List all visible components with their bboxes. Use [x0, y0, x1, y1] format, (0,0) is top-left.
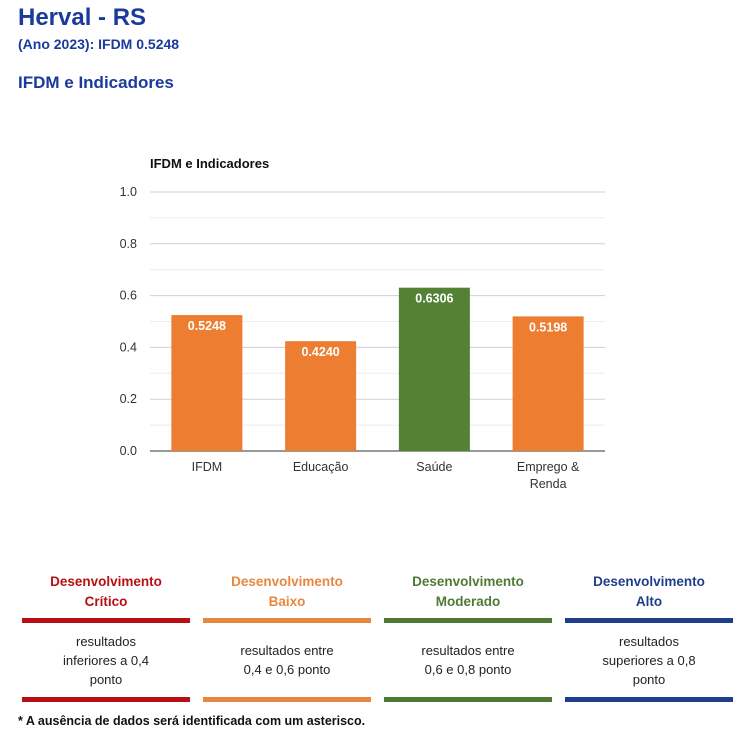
legend-critico-bar-bottom: [22, 697, 190, 702]
legend-alto-title: Desenvolvimento Alto: [565, 568, 733, 618]
data-label: 0.5248: [188, 319, 226, 333]
legend-baixo: Desenvolvimento Baixo resultados entre 0…: [203, 568, 371, 702]
data-label: 0.6306: [415, 292, 453, 306]
x-tick-label: Emprego & Renda: [517, 460, 580, 491]
legend-moderado-bar-top: [384, 618, 552, 623]
legend-critico-title: Desenvolvimento Crítico: [22, 568, 190, 618]
legend-baixo-desc: resultados entre 0,4 e 0,6 ponto: [240, 643, 334, 677]
footnote: * A ausência de dados será identificada …: [18, 714, 366, 728]
legend-moderado-bar-bottom: [384, 697, 552, 702]
legend-moderado-title-line2: Moderado: [435, 594, 501, 609]
page-subtitle: (Ano 2023): IFDM 0.5248: [18, 36, 180, 52]
x-tick-label: IFDM: [192, 460, 223, 474]
chart-title: IFDM e Indicadores: [150, 156, 269, 171]
legend-critico-title-line2: Crítico: [84, 594, 128, 609]
legend-critico-title-line1: Desenvolvimento: [50, 574, 162, 589]
legend-baixo-title-line1: Desenvolvimento: [231, 574, 343, 589]
legend-alto-bar-bottom: [565, 697, 733, 702]
legend-alto-title-line2: Alto: [635, 594, 663, 609]
y-tick-label: 0.4: [120, 340, 137, 354]
bar-0: [171, 315, 243, 451]
y-tick-label: 0.2: [120, 392, 137, 406]
legend-baixo-bar-bottom: [203, 697, 371, 702]
bar-chart: IFDM e Indicadores 0.0 0.2 0.4 0.6 0.8 1.0 0.52…: [120, 156, 605, 491]
legend-baixo-title-line2: Baixo: [268, 594, 306, 609]
y-tick-label: 1.0: [120, 185, 137, 199]
legend-critico-bar-top: [22, 618, 190, 623]
legend-baixo-bar-top: [203, 618, 371, 623]
legend-critico-desc: resultados inferiores a 0,4 ponto: [63, 633, 149, 687]
legend-moderado: Desenvolvimento Moderado resultados entr…: [384, 568, 552, 702]
legend-baixo-title: Desenvolvimento Baixo: [203, 568, 371, 618]
legend-moderado-desc: resultados entre 0,6 e 0,8 ponto: [421, 643, 515, 677]
bar-2: [398, 287, 470, 451]
legend-moderado-title: Desenvolvimento Moderado: [384, 568, 552, 618]
legend-alto-desc: resultados superiores a 0,8 ponto: [602, 633, 696, 687]
y-tick-label: 0.0: [120, 444, 137, 458]
legend-moderado-title-line1: Desenvolvimento: [412, 574, 524, 589]
bar-1: [285, 341, 357, 451]
bar-3: [512, 316, 584, 451]
page-title: Herval - RS: [18, 4, 147, 31]
y-tick-label: 0.8: [120, 237, 137, 251]
data-label: 0.4240: [302, 345, 340, 359]
x-tick-label: Educação: [293, 460, 349, 474]
section-title: IFDM e Indicadores: [18, 73, 174, 92]
legend-alto-bar-top: [565, 618, 733, 623]
legend-alto: Desenvolvimento Alto resultados superior…: [565, 568, 733, 702]
y-tick-label: 0.6: [120, 289, 137, 303]
legend-critico: Desenvolvimento Crítico resultados infer…: [22, 568, 190, 702]
x-tick-label: Saúde: [416, 460, 452, 474]
data-label: 0.5198: [529, 320, 567, 334]
legend-alto-title-line1: Desenvolvimento: [593, 574, 705, 589]
